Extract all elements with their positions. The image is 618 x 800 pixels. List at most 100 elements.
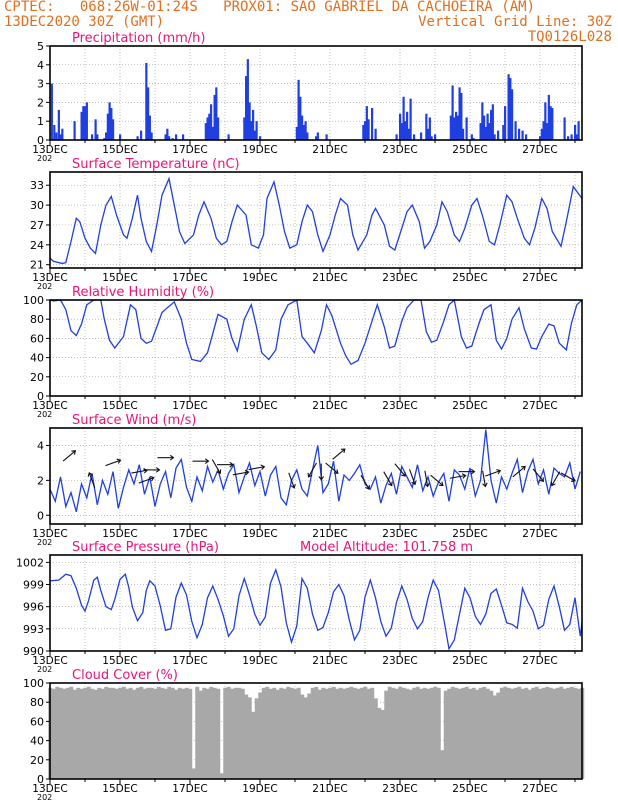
wind-arrow [430, 474, 444, 486]
x-tick-label: 23DEC [382, 528, 417, 540]
cloud-bar [160, 687, 165, 779]
cloud-bar [457, 688, 462, 779]
x-tick-label: 27DEC [522, 400, 557, 412]
precip-bar [362, 124, 365, 140]
cloud-bar [415, 686, 420, 779]
y-tick-label: 100 [23, 677, 44, 690]
precip-bar [253, 130, 256, 140]
y-tick-label: 40 [30, 352, 44, 365]
cloud-bar [223, 687, 228, 779]
precip-bar [462, 128, 465, 140]
cloud-bar [272, 687, 277, 779]
cloud-bar [555, 687, 560, 779]
precip-bar [449, 115, 452, 140]
precip-bar [140, 130, 143, 140]
precip-bar [577, 121, 580, 140]
wind-arrow-head [550, 481, 556, 487]
wind-arrow-head [401, 471, 406, 477]
cloud-bar [338, 687, 343, 779]
y-tick-label: 1 [37, 115, 44, 128]
x-tick-label: 19DEC [242, 272, 277, 284]
wind-arrow [424, 470, 429, 487]
wind-arrow [560, 472, 576, 482]
precip-bar [400, 123, 403, 140]
wind-arrow-head [290, 483, 296, 489]
cloud-bar [345, 687, 350, 779]
precip-bar [145, 62, 148, 140]
cloud-bar [513, 687, 518, 779]
precip-bar [488, 123, 491, 140]
precip-bar [549, 106, 552, 140]
cloud-bar [485, 688, 490, 779]
panel-cloud: 0 20 40 60 80 100 13DEC 15DEC 17DEC 19DEC 21DEC 23D… [23, 668, 585, 800]
x-year-label: 202 [37, 538, 52, 547]
precip-bar [306, 132, 309, 140]
cloud-bar [520, 688, 525, 779]
precip-bar [364, 121, 367, 140]
y-tick-label: 80 [30, 313, 44, 326]
cloud-bar [251, 711, 256, 779]
x-tick-label: 21DEC [312, 400, 347, 412]
precip-bar [50, 83, 53, 140]
cloud-bar [506, 687, 511, 779]
x-tick-label: 23DEC [382, 144, 417, 156]
precip-bar [367, 119, 370, 140]
cloud-bar [79, 688, 84, 779]
wind-arrow [308, 462, 317, 478]
panel-frame [49, 427, 583, 525]
panel-temp: 21 24 27 30 33 13DEC 15DEC 17DEC 19DEC 21DEC 23DEC… [30, 157, 583, 291]
cloud-bar [573, 687, 578, 779]
precip-bar [409, 98, 412, 140]
wind-arrow [138, 477, 154, 484]
cloud-bar [552, 688, 557, 779]
cloud-bar [548, 687, 553, 779]
cloud-bar [195, 686, 200, 779]
x-tick-label: 17DEC [172, 655, 207, 667]
wind-arrow [232, 471, 249, 476]
cloud-bar [384, 690, 389, 779]
cloud-bar [331, 686, 336, 779]
precip-bar [245, 76, 248, 140]
y-tick-label: 990 [23, 645, 44, 658]
wind-arrow-head [387, 481, 393, 487]
precip-bar [570, 134, 573, 140]
x-tick-label: 27DEC [522, 528, 557, 540]
wind-arrow [88, 472, 96, 489]
precip-bar [84, 106, 87, 140]
wind-arrow [394, 463, 406, 477]
precip-bar [295, 126, 298, 140]
wind-arrow [332, 448, 346, 460]
cloud-bar [405, 688, 410, 779]
x-tick-label: 25DEC [452, 272, 487, 284]
panel-precip: 0 1 2 3 4 5 13DEC 15DEC 17DEC 19DEC 21DEC 23DEC 25DE… [32, 31, 583, 163]
x-tick-label: 23DEC [382, 655, 417, 667]
cloud-bar [146, 687, 151, 779]
y-tick-label: 20 [30, 371, 44, 384]
precip-bar [91, 134, 94, 140]
panel-title: Surface Pressure (hPa) [72, 540, 219, 555]
precip-bar [404, 121, 407, 140]
cloud-bar [219, 773, 224, 779]
precip-bar [511, 89, 514, 140]
x-tick-label: 25DEC [452, 783, 487, 795]
wind-arrow [105, 459, 121, 467]
wind-arrow-head [365, 485, 370, 490]
precip-bar [460, 93, 463, 140]
precip-bar [575, 134, 578, 140]
x-tick-label: 27DEC [522, 655, 557, 667]
precip-bar [112, 119, 115, 140]
precip-bar [110, 108, 113, 140]
x-tick-label: 17DEC [172, 272, 207, 284]
precip-bar [206, 117, 209, 140]
cloud-bar [317, 689, 322, 779]
precip-bar [136, 136, 139, 140]
cloud-bar [237, 687, 242, 779]
cloud-bar [202, 687, 207, 779]
x-tick-label: 15DEC [102, 400, 137, 412]
precip-bar [80, 111, 83, 140]
header-grid-note: Vertical Grid Line: 30Z [418, 14, 612, 30]
cloud-bar [125, 688, 130, 779]
precip-bar [563, 117, 566, 140]
wind-arrow [131, 469, 148, 474]
